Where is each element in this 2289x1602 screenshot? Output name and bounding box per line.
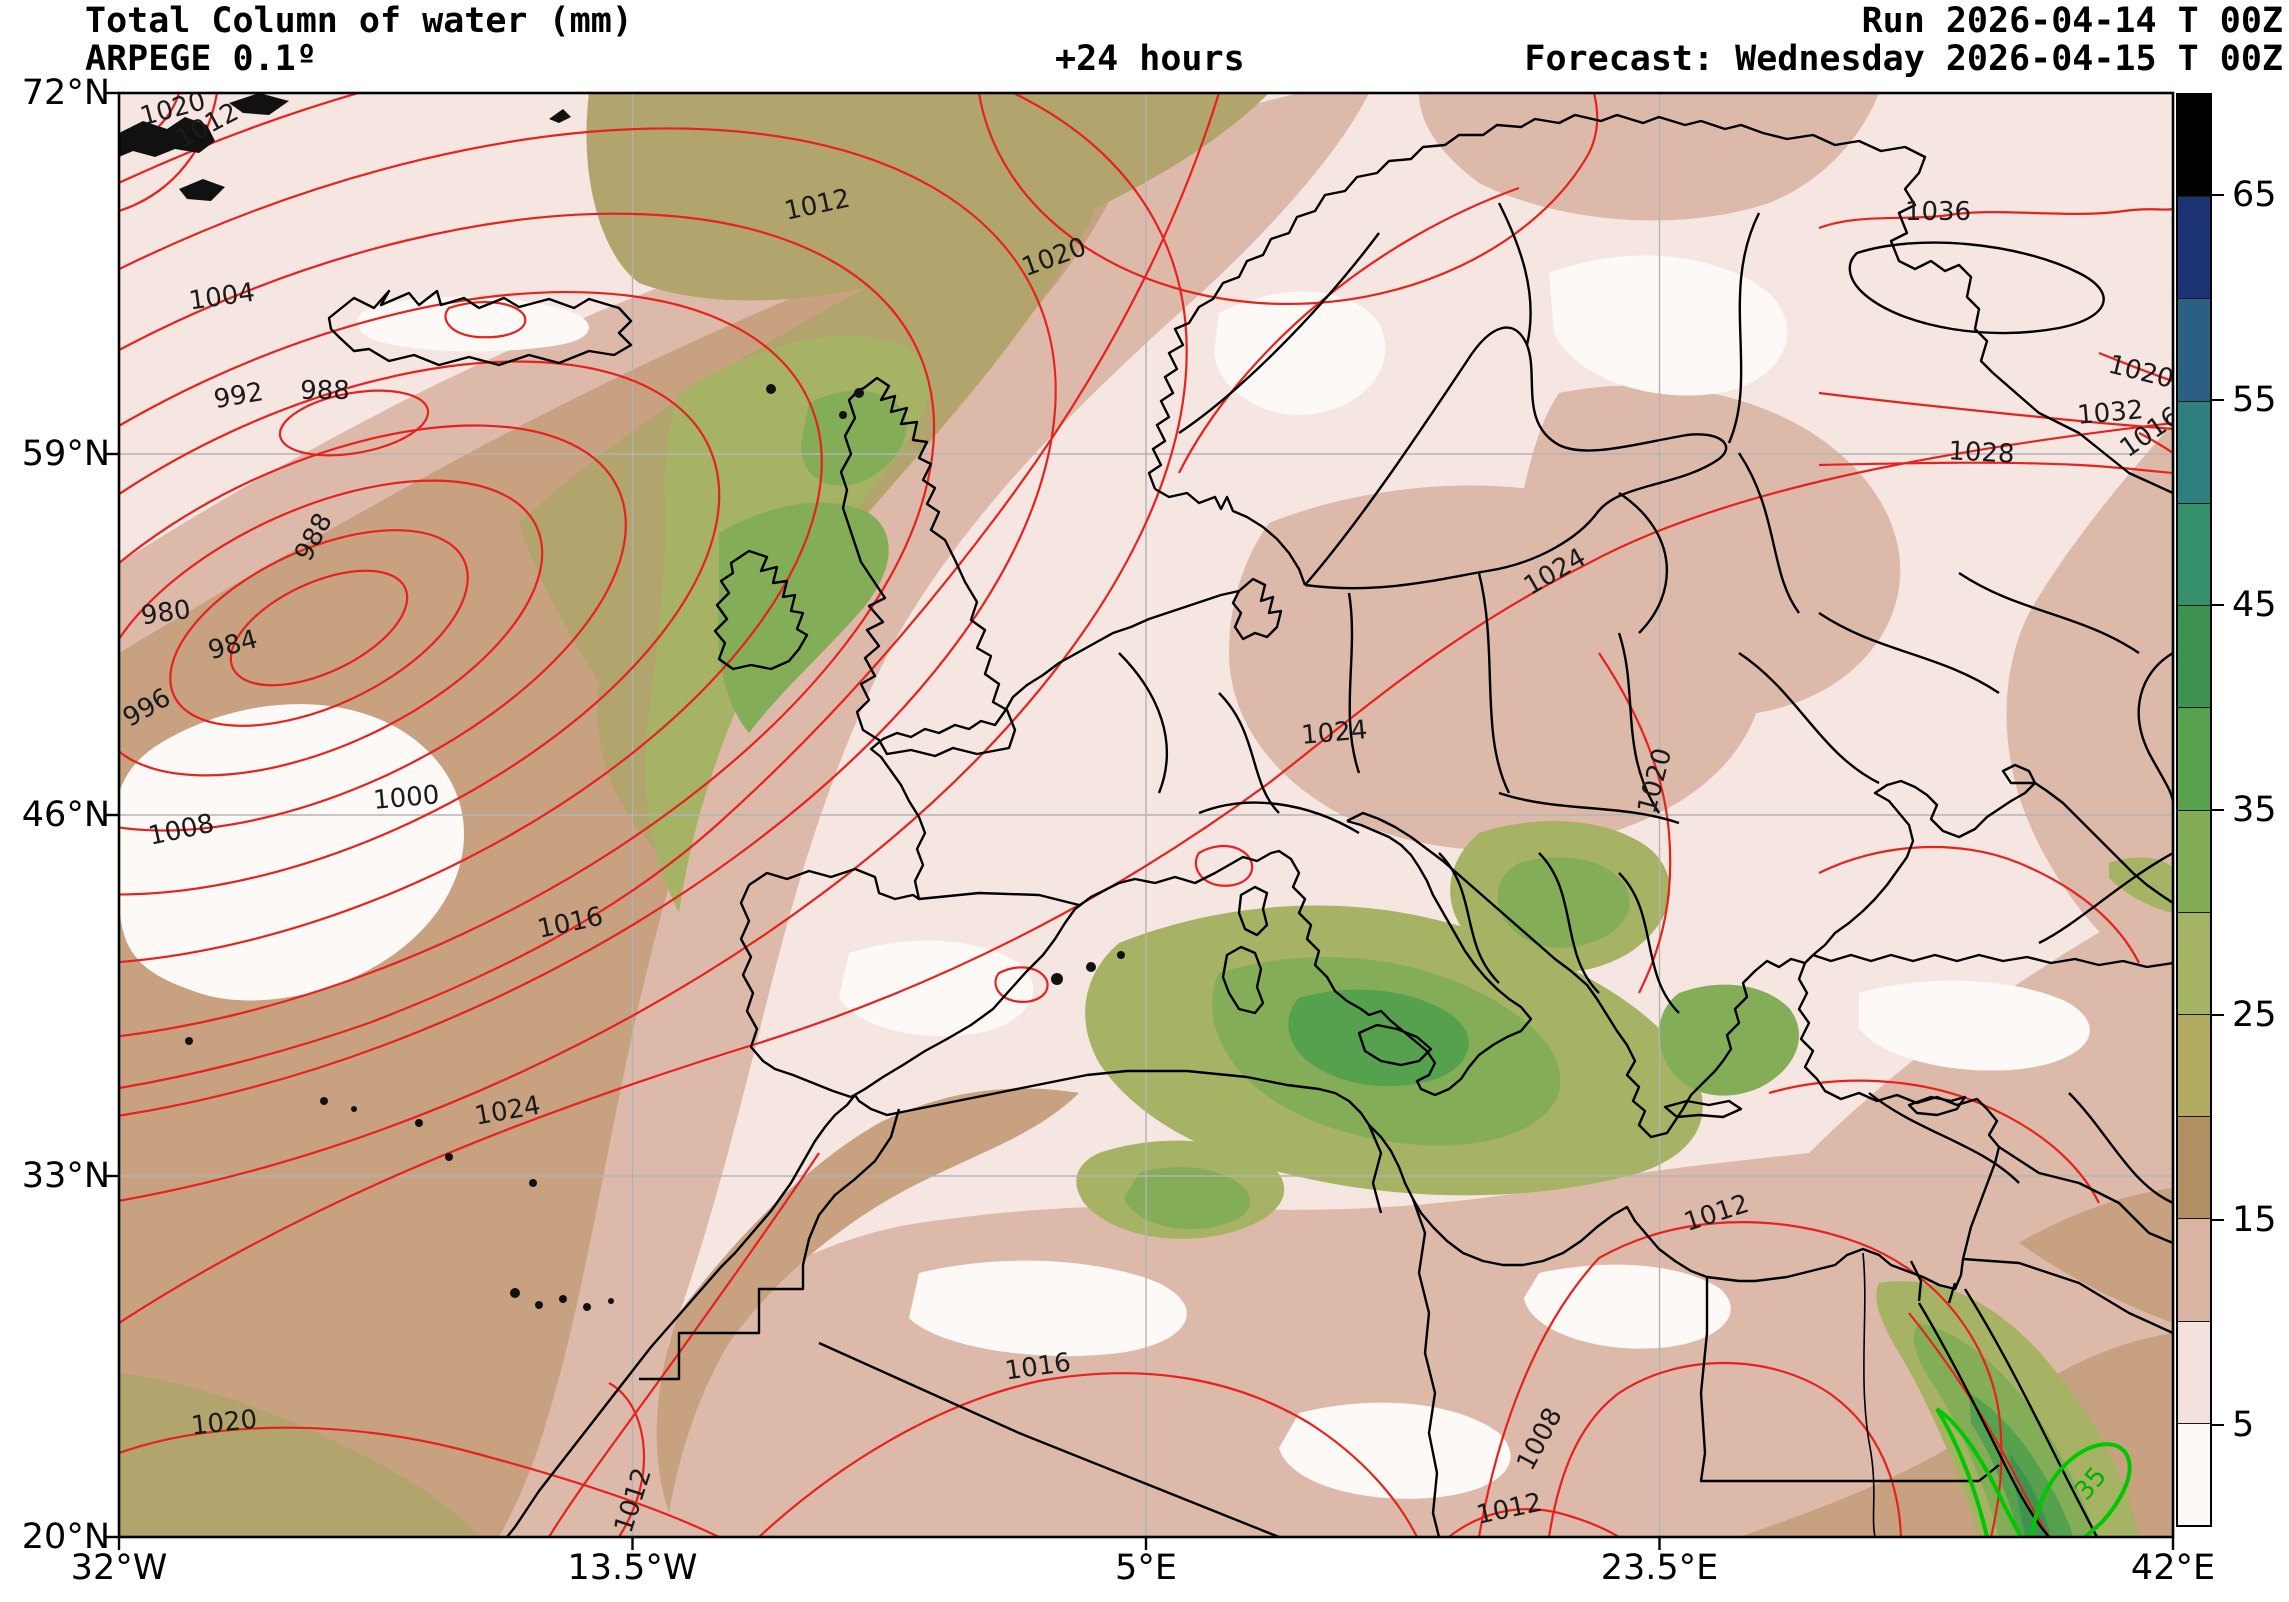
axis-label-lon-1: 13.5°W [567,1548,698,1588]
colorbar-tick-5 [2212,1423,2224,1426]
colorbar-segment-13 [2178,1422,2210,1526]
colorbar-tick-15 [2212,1218,2224,1221]
colorbar-segment-4 [2178,502,2210,606]
contour-label-1036-7: 1036 [1905,197,1971,227]
island-fragments [119,93,1125,1311]
axis-tick-marks [104,91,2175,1550]
run-time-label: Run 2026-04-14 T 00Z [1861,1,2283,41]
contour-label-1024-21: 1024 [1300,715,1369,751]
axis-label-lat-0: 72°N [21,73,110,113]
axis-label-lat-3: 33°N [21,1156,110,1196]
map-frame [104,91,2175,1550]
colorbar-segment-0 [2178,95,2210,197]
axis-label-lon-3: 23.5°E [1600,1548,1719,1588]
colorbar-segment-5 [2178,605,2210,708]
colorbar-label-45: 45 [2232,585,2277,626]
colorbar-tick-25 [2212,1013,2224,1016]
colorbar-segment-10 [2178,1116,2210,1219]
colorbar-segment-1 [2178,196,2210,299]
graticule-gridlines [119,93,2173,1537]
lead-time-label: +24 hours [1055,39,1245,79]
colorbar-label-25: 25 [2232,994,2277,1035]
forecast-time-label: Forecast: Wednesday 2026-04-15 T 00Z [1524,39,2283,79]
contour-label-1020-25: 1020 [190,1405,259,1442]
colorbar-segment-9 [2178,1013,2210,1117]
colorbar-label-55: 55 [2232,380,2277,421]
colorbar-tick-55 [2212,399,2224,402]
axis-label-lat-2: 46°N [21,795,110,835]
water35-contour [1935,1407,2132,1537]
contour-label-980-13: 980 [139,595,192,632]
axis-label-lon-2: 5°E [1115,1548,1177,1588]
axis-label-lat-4: 20°N [21,1517,110,1557]
colorbar-segment-6 [2178,707,2210,810]
model-label: ARPEGE 0.1º [85,39,317,79]
colorbar-label-65: 65 [2232,175,2277,216]
colorbar-segment-12 [2178,1320,2210,1423]
contour-label-988-4: 988 [300,376,350,406]
contour-label-1028-9: 1028 [1948,436,2016,469]
colorbar-tick-65 [2212,194,2224,197]
colorbar-segment-2 [2178,298,2210,401]
colorbar-label-15: 15 [2232,1199,2277,1240]
colorbar-segment-11 [2178,1218,2210,1321]
axis-label-lon-0: 32°W [70,1548,168,1588]
axis-label-lat-1: 59°N [21,434,110,474]
isobar-contours [119,93,2173,1537]
colorbar [2176,93,2212,1527]
contour-label-1000-16: 1000 [372,780,441,816]
colorbar-label-35: 35 [2232,790,2277,830]
axis-label-lon-4: 42°E [2130,1548,2216,1588]
colorbar-tick-45 [2212,604,2224,607]
coastlines-borders [327,113,2173,1537]
colorbar-label-5: 5 [2232,1404,2255,1445]
colorbar-tick-35 [2212,809,2224,811]
colorbar-segment-3 [2178,400,2210,503]
figure-title: Total Column of water (mm) [85,1,633,41]
colorbar-segment-7 [2178,809,2210,912]
contour-label-1032-8: 1032 [2076,395,2145,431]
colorbar-segment-8 [2178,911,2210,1014]
